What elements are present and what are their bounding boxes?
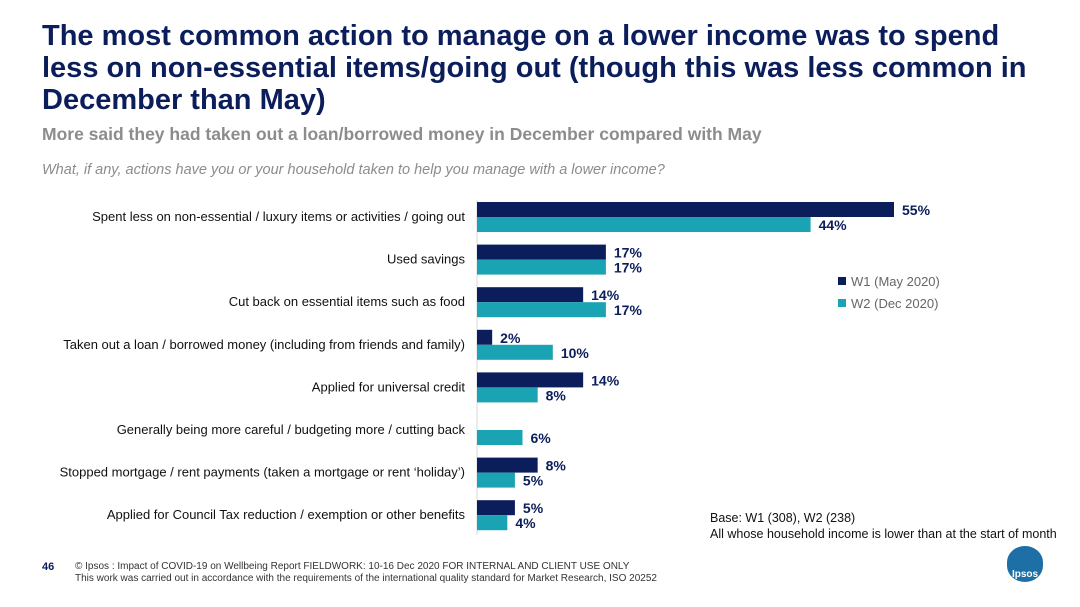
category-label: Applied for universal credit [312, 379, 466, 394]
legend-label-w1: W1 (May 2020) [851, 273, 940, 289]
base-note-line-1: Base: W1 (308), W2 (238) [710, 511, 856, 525]
category-label: Taken out a loan / borrowed money (inclu… [63, 337, 465, 352]
bar-w1 [477, 372, 584, 388]
footer-text: © Ipsos : Impact of COVID-19 on Wellbein… [75, 561, 955, 585]
category-label: Stopped mortgage / rent payments (taken … [60, 465, 465, 480]
category-label: Used savings [387, 252, 466, 267]
survey-question: What, if any, actions have you or your h… [42, 162, 665, 178]
ipsos-logo-icon [1007, 546, 1043, 582]
bar-w2 [477, 515, 508, 531]
data-label-w2: 8% [546, 387, 567, 403]
bar-w2 [477, 302, 606, 318]
data-label-w2: 5% [523, 473, 544, 489]
chart-legend: W1 (May 2020) W2 (Dec 2020) [838, 270, 940, 314]
bar-w2 [477, 472, 515, 488]
data-label-w1: 17% [614, 245, 643, 261]
data-label-w1: 5% [523, 500, 544, 516]
bar-w2 [477, 387, 538, 403]
bar-w1 [477, 500, 515, 516]
ipsos-logo-text: Ipsos [1011, 569, 1039, 580]
data-label-w2: 10% [561, 345, 590, 361]
data-label-w1: 2% [500, 330, 521, 346]
base-note-line-2: All whose household income is lower than… [710, 527, 1057, 541]
page-number: 46 [42, 561, 55, 573]
bar-w2 [477, 344, 553, 360]
bar-w2 [477, 430, 523, 445]
data-label-w1: 8% [546, 458, 567, 474]
data-label-w2: 4% [515, 515, 536, 531]
data-label-w1: 14% [591, 287, 620, 303]
footer-line-2: This work was carried out in accordance … [75, 573, 657, 584]
legend-item-w1: W1 (May 2020) [838, 270, 940, 292]
data-label-w2: 6% [530, 430, 551, 446]
legend-swatch-w1 [838, 277, 846, 285]
data-label-w2: 17% [614, 302, 643, 318]
bar-w2 [477, 259, 606, 275]
bar-w1 [477, 329, 493, 345]
bar-w1 [477, 202, 894, 217]
footer-line-1: © Ipsos : Impact of COVID-19 on Wellbein… [75, 561, 630, 572]
legend-label-w2: W2 (Dec 2020) [851, 295, 939, 311]
category-label: Spent less on non-essential / luxury ite… [92, 209, 465, 224]
page-title: The most common action to manage on a lo… [42, 20, 1027, 116]
bar-w1 [477, 457, 538, 473]
data-label-w1: 14% [591, 372, 620, 388]
legend-item-w2: W2 (Dec 2020) [838, 292, 940, 314]
bar-w2 [477, 217, 811, 232]
bar-w1 [477, 287, 584, 303]
category-label: Generally being more careful / budgeting… [117, 422, 466, 437]
data-label-w2: 44% [819, 217, 848, 233]
category-label: Cut back on essential items such as food [229, 294, 465, 309]
category-label: Applied for Council Tax reduction / exem… [107, 507, 466, 522]
legend-swatch-w2 [838, 299, 846, 307]
page-subtitle: More said they had taken out a loan/borr… [42, 124, 762, 144]
data-label-w1: 55% [902, 202, 931, 218]
bar-w1 [477, 244, 606, 260]
base-note: Base: W1 (308), W2 (238) All whose house… [710, 510, 1057, 542]
data-label-w2: 17% [614, 260, 643, 276]
